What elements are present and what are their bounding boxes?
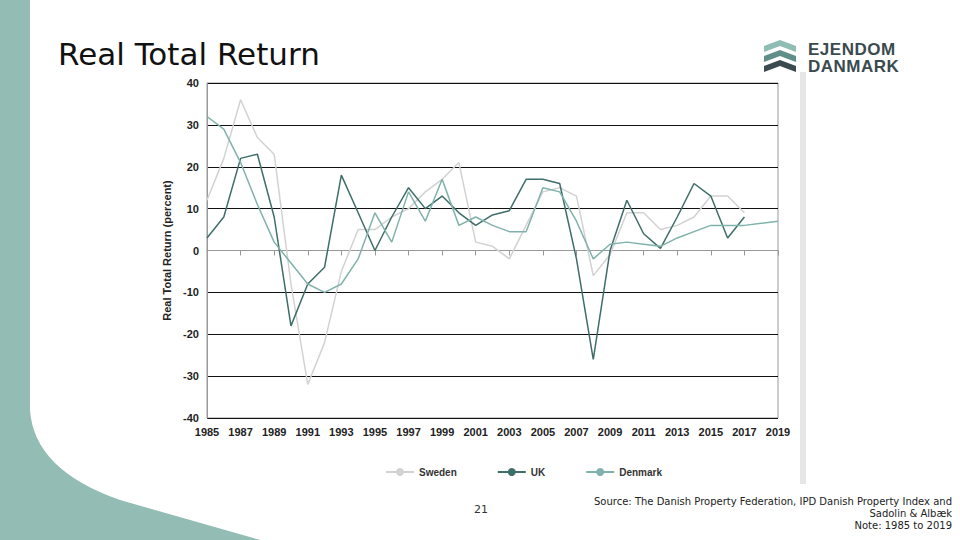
svg-text:Denmark: Denmark <box>619 467 662 478</box>
html-text:Note: 1985 to 2019: Note: 1985 to 2019 <box>854 520 952 531</box>
html-text:Real Total Return: Real Total Return <box>58 36 320 72</box>
svg-text:2005: 2005 <box>531 426 555 438</box>
svg-text:-30: -30 <box>183 370 199 382</box>
html-text:EJENDOM: EJENDOM <box>808 40 896 59</box>
svg-text:Real Total Return (percent): Real Total Return (percent) <box>161 180 173 321</box>
svg-text:2007: 2007 <box>564 426 588 438</box>
svg-text:40: 40 <box>187 77 199 89</box>
svg-text:2013: 2013 <box>665 426 689 438</box>
svg-text:30: 30 <box>187 119 199 131</box>
svg-text:1993: 1993 <box>329 426 353 438</box>
svg-text:2003: 2003 <box>497 426 521 438</box>
svg-text:1991: 1991 <box>296 426 320 438</box>
html-text:Sadolin & Albæk: Sadolin & Albæk <box>869 508 952 519</box>
svg-text:-20: -20 <box>183 328 199 340</box>
svg-text:1995: 1995 <box>363 426 387 438</box>
html-text:21: 21 <box>474 503 488 516</box>
svg-text:10: 10 <box>187 203 199 215</box>
svg-text:2015: 2015 <box>699 426 723 438</box>
svg-text:0: 0 <box>193 245 199 257</box>
svg-text:20: 20 <box>187 161 199 173</box>
svg-text:2011: 2011 <box>632 426 656 438</box>
svg-text:1997: 1997 <box>396 426 420 438</box>
svg-text:1985: 1985 <box>195 426 219 438</box>
svg-text:-10: -10 <box>183 286 199 298</box>
svg-text:1999: 1999 <box>430 426 454 438</box>
svg-text:2019: 2019 <box>766 426 790 438</box>
html-text:DANMARK: DANMARK <box>808 57 900 76</box>
svg-text:Sweden: Sweden <box>419 467 457 478</box>
svg-text:1987: 1987 <box>228 426 252 438</box>
svg-text:2009: 2009 <box>598 426 622 438</box>
html-text:Source: The Danish Property Fe: Source: The Danish Property Federation, … <box>594 496 952 507</box>
svg-text:UK: UK <box>531 467 546 478</box>
svg-text:1989: 1989 <box>262 426 286 438</box>
svg-text:2017: 2017 <box>732 426 756 438</box>
svg-text:2001: 2001 <box>463 426 487 438</box>
svg-text:-40: -40 <box>183 412 199 424</box>
